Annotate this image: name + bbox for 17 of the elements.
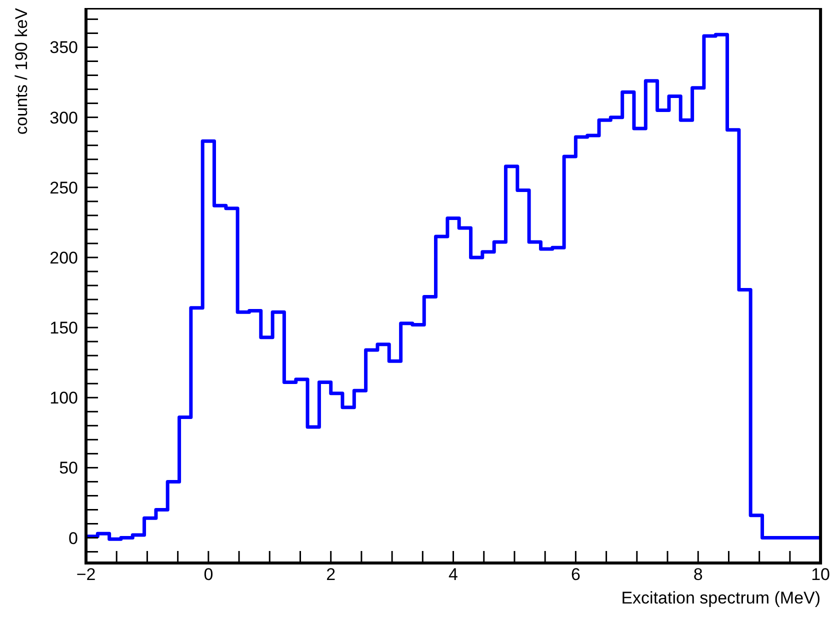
y-tick-label: 0: [68, 528, 78, 548]
x-tick-label: 8: [693, 564, 703, 584]
y-tick-label: 250: [50, 178, 78, 198]
x-tick-label: 6: [570, 564, 580, 584]
y-tick-label: 150: [50, 318, 78, 338]
y-tick-label: 50: [59, 458, 78, 478]
x-tick-label: 4: [448, 564, 458, 584]
y-tick-label: 300: [50, 108, 78, 128]
x-tick-label: 0: [204, 564, 214, 584]
x-tick-label: −2: [76, 564, 96, 584]
y-axis-title: counts / 190 keV: [12, 7, 31, 135]
y-tick-label: 200: [50, 248, 78, 268]
x-tick-label: 10: [811, 564, 830, 584]
y-tick-label: 100: [50, 388, 78, 408]
y-tick-label: 350: [50, 38, 78, 58]
x-axis-title: Excitation spectrum (MeV): [621, 588, 821, 608]
x-tick-label: 2: [326, 564, 336, 584]
